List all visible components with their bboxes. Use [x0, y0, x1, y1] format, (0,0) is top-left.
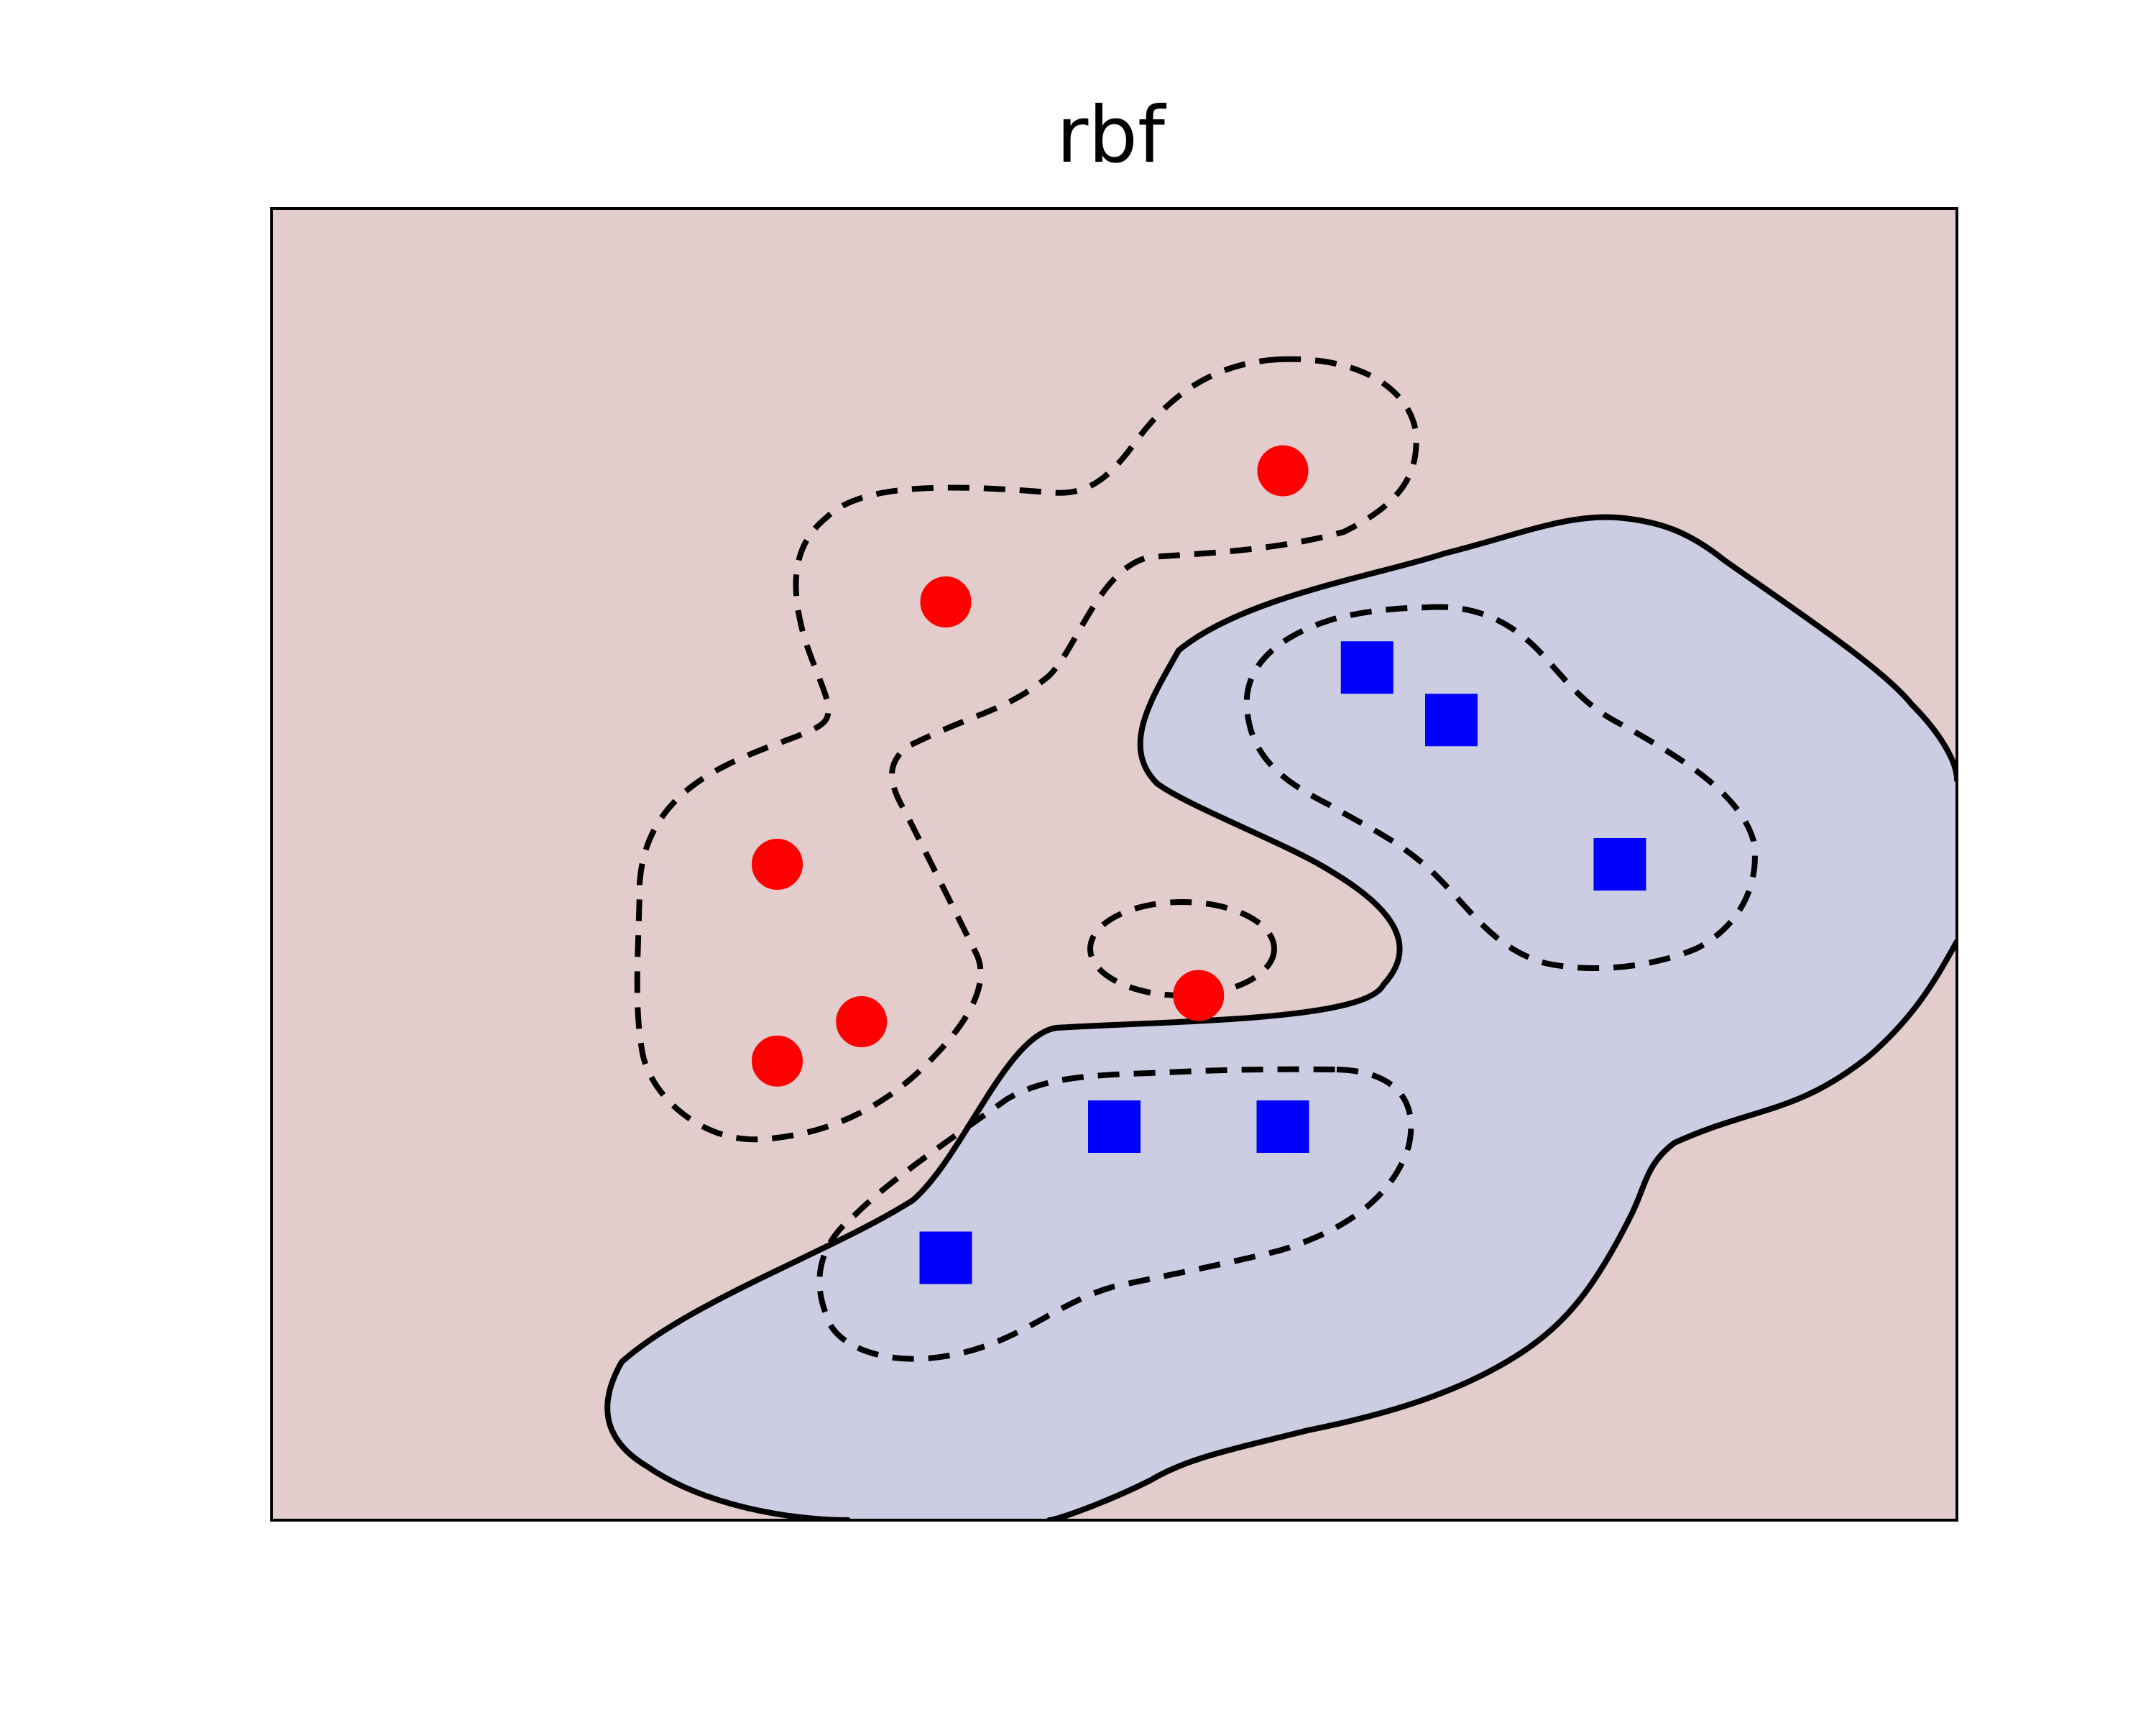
blue-square-point	[1088, 1100, 1141, 1153]
points-layer	[752, 445, 1646, 1284]
red-circle-point	[752, 839, 803, 890]
plot-frame	[270, 207, 1958, 1522]
margin-contour	[634, 356, 1419, 1143]
chart-title: rbf	[1056, 91, 1165, 180]
margin-contour	[816, 1066, 1414, 1362]
decision-boundary	[604, 514, 1957, 1520]
blue-square-point	[1340, 641, 1393, 694]
red-circle-point	[920, 576, 972, 627]
decision-boundary	[1046, 939, 1957, 1520]
red-circle-point	[1257, 445, 1309, 497]
blue-square-point	[1593, 838, 1646, 891]
red-circle-point	[752, 1035, 803, 1087]
blue-square-point	[919, 1231, 972, 1284]
margin-contour	[1243, 604, 1758, 972]
blue-square-point	[1425, 694, 1478, 747]
red-circle-point	[836, 996, 888, 1047]
red-circle-point	[1173, 970, 1225, 1021]
blue-square-point	[1256, 1100, 1309, 1153]
